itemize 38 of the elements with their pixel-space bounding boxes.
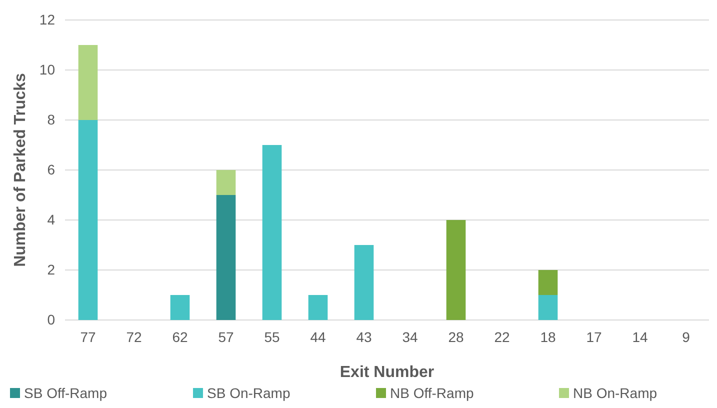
bar	[216, 195, 236, 320]
x-tick-label: 28	[448, 328, 464, 345]
bar	[538, 270, 558, 295]
bar	[538, 295, 558, 320]
x-tick-label: 22	[494, 328, 510, 345]
y-tick-label: 0	[47, 311, 56, 328]
x-tick-label: 44	[310, 328, 326, 345]
x-tick-label: 9	[682, 328, 690, 345]
x-tick-label: 57	[218, 328, 234, 345]
x-tick-label: 18	[540, 328, 556, 345]
x-tick-label: 34	[402, 328, 418, 345]
y-tick-label: 6	[47, 161, 56, 178]
y-tick-label: 4	[47, 211, 56, 228]
bar	[216, 170, 236, 195]
y-tick-label: 10	[39, 61, 56, 78]
x-tick-label: 55	[264, 328, 280, 345]
bar	[354, 245, 374, 320]
x-tick-label: 14	[632, 328, 648, 345]
legend-label: SB Off-Ramp	[24, 385, 108, 401]
bar	[170, 295, 190, 320]
x-tick-label: 72	[126, 328, 142, 345]
x-tick-label: 17	[586, 328, 602, 345]
legend-label: NB On-Ramp	[573, 385, 658, 401]
bar	[446, 220, 466, 320]
y-axis-title: Number of Parked Trucks	[12, 72, 29, 267]
legend-label: SB On-Ramp	[207, 385, 290, 401]
y-tick-label: 2	[47, 261, 56, 278]
bar	[78, 45, 98, 120]
x-tick-label: 77	[80, 328, 96, 345]
bar	[262, 145, 282, 320]
x-axis-title: Exit Number	[340, 364, 434, 381]
bar	[78, 120, 98, 320]
x-tick-label: 62	[172, 328, 188, 345]
x-tick-label: 43	[356, 328, 372, 345]
y-tick-label: 12	[39, 11, 56, 28]
bar	[308, 295, 328, 320]
legend-label: NB Off-Ramp	[390, 385, 474, 401]
y-tick-label: 8	[47, 111, 56, 128]
